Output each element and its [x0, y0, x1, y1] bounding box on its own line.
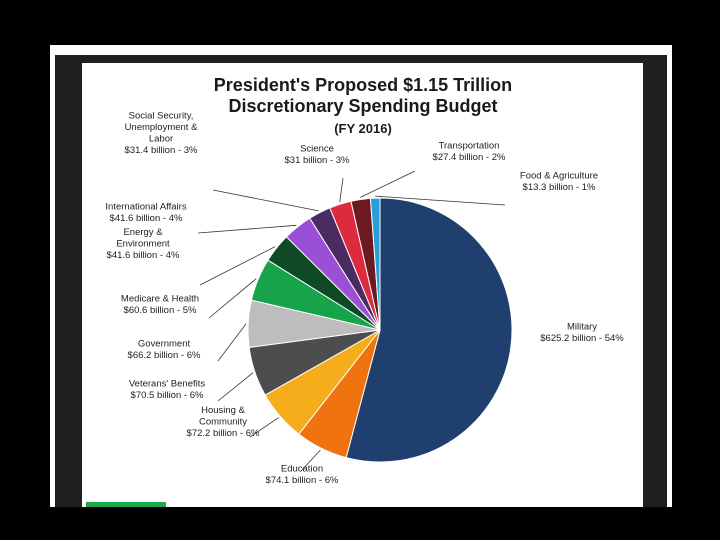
slice-label-line: $13.3 billion - 1%	[523, 182, 596, 193]
slice-label-line: Social Security,	[129, 111, 194, 122]
slice-label-line: $70.5 billion - 6%	[131, 390, 204, 401]
slice-label-line: Education	[281, 464, 323, 475]
slice-label: Energy & Environment $41.6 billion - 4%	[107, 227, 180, 261]
slice-label-line: $74.1 billion - 6%	[266, 475, 339, 486]
slice-labels: Military $625.2 billion - 54% Education $74…	[105, 111, 624, 487]
slice-label-line: Housing &	[201, 405, 245, 416]
slice-label-line: Military	[567, 322, 597, 333]
slice-label-line: Environment	[116, 239, 170, 250]
slice-label: Medicare & Health $60.6 billion - 5%	[121, 294, 199, 317]
leader-line	[249, 417, 279, 438]
leader-line	[360, 170, 416, 198]
slice-label-line: Labor	[149, 134, 173, 145]
slice-label-line: $27.4 billion - 2%	[433, 152, 506, 163]
slice-label-line: $31 billion - 3%	[285, 155, 351, 166]
slice-label-line: Unemployment &	[125, 122, 199, 133]
slice-label: Government $66.2 billion - 6%	[128, 339, 201, 362]
slice-label-line: $625.2 billion - 54%	[540, 333, 624, 344]
slice-label: Military $625.2 billion - 54%	[540, 322, 624, 345]
pie-slices	[247, 197, 513, 463]
slice-label-line: $41.6 billion - 4%	[107, 250, 180, 261]
slice-label-line: Energy &	[123, 227, 163, 238]
slice-label: Housing & Community $72.2 billion - 6%	[187, 405, 260, 439]
leader-line	[375, 195, 506, 206]
slice-label-line: Science	[300, 144, 334, 155]
leader-line	[212, 189, 319, 212]
slice-label-line: Community	[199, 417, 247, 428]
slice-label: Food & Agriculture $13.3 billion - 1%	[520, 171, 598, 194]
leader-lines	[197, 170, 506, 471]
slice-label-line: International Affairs	[105, 202, 186, 213]
leader-line	[199, 246, 276, 286]
slice-label-line: Government	[138, 339, 191, 350]
leader-line	[301, 449, 321, 471]
leader-line	[339, 177, 344, 203]
slice-label-line: Veterans' Benefits	[129, 379, 206, 390]
slice-label: Science $31 billion - 3%	[285, 144, 351, 167]
chart-title-line-2: Discretionary Spending Budget	[228, 96, 497, 116]
chart-subtitle: (FY 2016)	[334, 121, 392, 136]
slice-label-line: $31.4 billion - 3%	[125, 145, 198, 156]
slice-label: Transportation $27.4 billion - 2%	[433, 141, 506, 164]
slice-label-line: Transportation	[439, 141, 500, 152]
leader-line	[217, 323, 247, 362]
slice-label: Social Security, Unemployment & Labor $31.4…	[125, 111, 199, 157]
pie-slice-military	[345, 197, 513, 463]
slice-label-line: $72.2 billion - 6%	[187, 428, 260, 439]
chart-title-line-1: President's Proposed $1.15 Trillion	[214, 75, 512, 95]
slice-label-line: $41.6 billion - 4%	[110, 213, 183, 224]
slice-label-line: $60.6 billion - 5%	[124, 305, 197, 316]
leader-line	[197, 224, 297, 234]
slice-label: International Affairs $41.6 billion - 4%	[105, 202, 186, 225]
slice-label-line: $66.2 billion - 6%	[128, 350, 201, 361]
leader-line	[208, 278, 257, 319]
green-accent-bar	[86, 502, 166, 507]
slice-label-line: Medicare & Health	[121, 294, 199, 305]
pie-slice-food-agriculture	[369, 197, 381, 331]
slice-label-line: Food & Agriculture	[520, 171, 598, 182]
slice-label: Education $74.1 billion - 6%	[266, 464, 339, 487]
slice-label: Veterans' Benefits $70.5 billion - 6%	[129, 379, 206, 402]
leader-line	[217, 372, 254, 402]
